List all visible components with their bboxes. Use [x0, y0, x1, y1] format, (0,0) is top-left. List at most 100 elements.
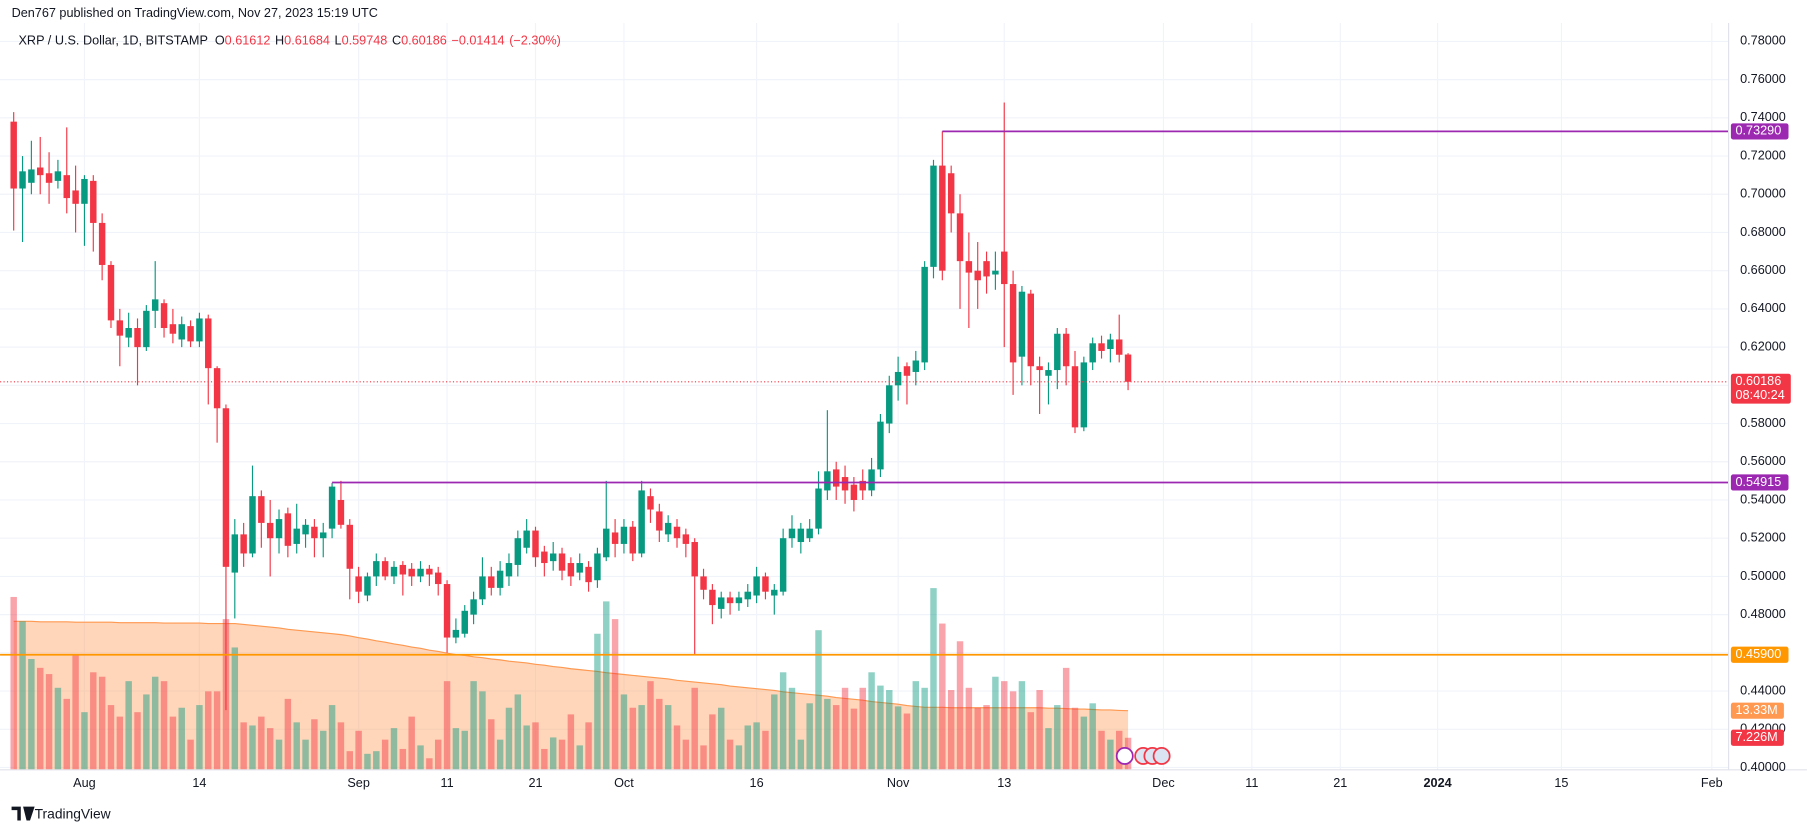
candle-body	[1027, 293, 1035, 367]
volume-bar	[28, 658, 35, 770]
legend-part: XRP / U.S. Dollar, 1D, BITSTAMP	[18, 34, 207, 48]
volume-bar	[806, 703, 813, 770]
candle-body	[1124, 354, 1132, 382]
volume-bar	[638, 705, 645, 770]
footer-text: TradingView	[35, 805, 112, 821]
candle-body	[1107, 339, 1114, 350]
candle-body	[293, 528, 300, 544]
last-price-box	[1730, 373, 1791, 404]
y-tick-label: 0.72000	[1740, 148, 1786, 162]
candle-body	[1001, 251, 1008, 285]
volume-bar	[479, 691, 486, 770]
candle-body	[930, 165, 937, 267]
x-tick-label: Aug	[73, 776, 96, 790]
candle-body	[337, 499, 345, 525]
candle-body	[426, 568, 433, 575]
candle-body	[19, 171, 26, 189]
y-tick-label: 0.44000	[1740, 683, 1786, 697]
candle-body	[673, 526, 681, 539]
volume-bar	[266, 728, 274, 770]
volume-bar	[434, 739, 442, 770]
volume-ma-label-box	[1730, 702, 1784, 719]
volume-bar	[355, 730, 362, 770]
candle-body	[868, 469, 875, 491]
volume-bar	[541, 748, 548, 770]
candle-body	[718, 597, 725, 609]
candle-body	[788, 528, 796, 539]
candle-body	[505, 563, 513, 577]
candle-body	[364, 576, 371, 596]
volume-bar	[930, 588, 937, 770]
legend-part: 0.60186	[401, 34, 447, 48]
y-tick-label: 0.74000	[1740, 110, 1786, 124]
volume-bar	[293, 722, 300, 770]
candle-body	[1062, 333, 1070, 367]
candle-body	[514, 538, 522, 565]
volume-bar	[709, 714, 716, 770]
volume-bar	[682, 739, 690, 770]
volume-bar	[629, 707, 637, 770]
volume-bar	[549, 737, 557, 770]
event-icon	[1152, 747, 1171, 765]
volume-bar	[576, 745, 583, 770]
candle-body	[1054, 333, 1061, 371]
candle-body	[302, 524, 309, 535]
volume-bar	[744, 725, 751, 770]
volume-bar	[81, 712, 88, 770]
candle-body	[815, 488, 822, 529]
volume-bar	[939, 623, 946, 770]
candle-body	[744, 591, 751, 600]
candle-body	[222, 408, 230, 567]
candle-body	[258, 496, 265, 523]
volume-bar	[886, 690, 893, 770]
y-tick-label: 0.68000	[1740, 225, 1786, 239]
x-tick-label: Nov	[887, 776, 910, 790]
volume-label-box	[1730, 729, 1784, 746]
candle-body	[187, 326, 194, 342]
x-tick-label: Feb	[1701, 776, 1723, 790]
candle-body	[523, 530, 530, 548]
volume-bar	[72, 654, 79, 770]
volume-bar	[859, 687, 866, 770]
volume-label: 7.226M	[1736, 730, 1778, 744]
candles	[10, 102, 1132, 711]
volume-bar	[921, 687, 928, 770]
candle-body	[691, 542, 698, 577]
volume-bar	[779, 672, 787, 770]
y-tick-label: 0.78000	[1740, 34, 1786, 48]
candle-body	[541, 551, 548, 564]
volume-bar	[505, 707, 513, 770]
volume-bar	[417, 745, 424, 770]
candle-body	[434, 572, 442, 585]
y-tick-label: 0.70000	[1740, 187, 1786, 201]
candle-body	[81, 178, 88, 204]
volume-bar	[1071, 707, 1079, 770]
candle-body	[1071, 366, 1079, 428]
volume-bar	[1018, 681, 1026, 770]
volume-bar	[664, 705, 672, 770]
candle-body	[408, 568, 415, 577]
candle-body	[169, 324, 177, 334]
volume-bar	[956, 641, 964, 770]
volume-bar	[868, 672, 875, 770]
volume-bar	[832, 705, 840, 770]
volume-bar	[753, 722, 760, 770]
candle-body	[762, 576, 769, 592]
legend-part: (−2.30%)	[509, 34, 561, 48]
volume-bar	[116, 716, 124, 770]
legend-part: H	[275, 34, 284, 48]
candle-body	[611, 532, 619, 544]
x-tick-label: 15	[1554, 776, 1568, 790]
x-tick-label: 11	[1245, 776, 1258, 790]
volume-bar	[603, 601, 610, 770]
level-label-box	[1730, 474, 1789, 491]
volume-bar	[726, 739, 734, 770]
volume-bar	[231, 647, 239, 770]
y-tick-label: 0.54000	[1740, 492, 1786, 506]
level-label: 0.45900	[1736, 647, 1782, 661]
candle-body	[1089, 343, 1096, 363]
candle-body	[63, 175, 70, 199]
candle-body	[205, 318, 212, 369]
volume-bar	[258, 716, 265, 770]
